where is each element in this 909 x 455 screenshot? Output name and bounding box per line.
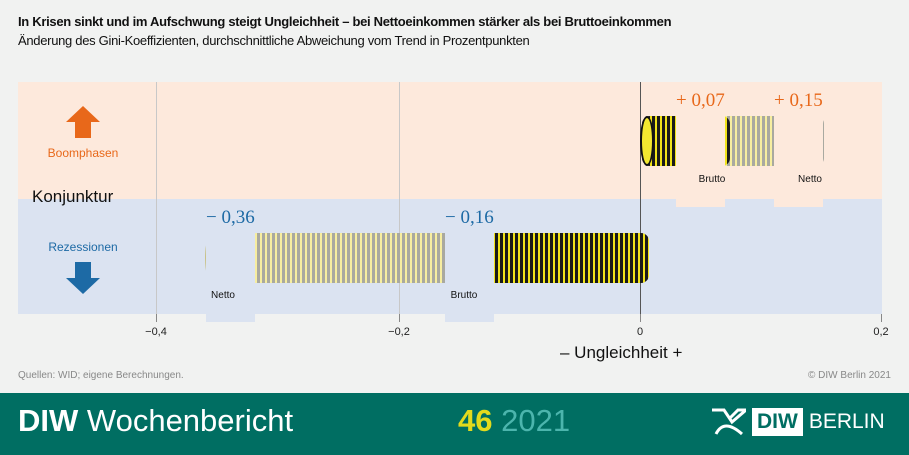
tick (399, 314, 400, 322)
gridline (399, 82, 400, 314)
tick-label: −0,2 (388, 326, 410, 338)
zero-line (640, 82, 641, 314)
value-boom-netto: + 0,15 (774, 90, 823, 207)
logo-diw: DIW (752, 408, 803, 436)
recession-label: Rezessionen (48, 240, 118, 254)
value-recession-netto: − 0,36 (206, 207, 255, 322)
tick-label: 0 (636, 326, 644, 338)
source-note: Quellen: WID; eigene Berechnungen. (18, 370, 184, 381)
label-netto: Netto (798, 174, 822, 185)
publication-name: DIW Wochenbericht (18, 403, 294, 438)
copyright: © DIW Berlin 2021 (808, 370, 891, 381)
footer: DIW Wochenbericht 46 2021 DIW BERLIN (0, 393, 909, 455)
chart-title: In Krisen sinkt und im Aufschwung steigt… (18, 14, 672, 29)
arrow-down-icon (66, 262, 100, 294)
tick (881, 314, 882, 322)
value-recession-brutto: − 0,16 (445, 207, 494, 322)
arrow-up-icon (66, 106, 100, 138)
issue-number: 46 2021 (458, 403, 571, 438)
value-boom-brutto: + 0,07 (676, 90, 725, 207)
konjunktur-label: Konjunktur (32, 187, 114, 206)
chart-subtitle: Änderung des Gini-Koeffizienten, durchsc… (18, 33, 530, 48)
diw-logo: DIW BERLIN (712, 407, 885, 437)
coin-face-icon (640, 116, 654, 166)
tick-label: 0,2 (873, 326, 889, 338)
x-axis-label: – Ungleichheit + (560, 343, 683, 362)
gridline (156, 82, 157, 314)
diw-logo-icon (712, 408, 746, 436)
label-netto: Netto (211, 290, 235, 301)
label-brutto: Brutto (698, 174, 726, 185)
tick-label: −0,4 (145, 326, 167, 338)
logo-berlin: BERLIN (808, 410, 885, 433)
label-brutto: Brutto (450, 290, 478, 301)
boom-label: Boomphasen (47, 146, 119, 160)
tick (640, 314, 641, 322)
tick (156, 314, 157, 322)
